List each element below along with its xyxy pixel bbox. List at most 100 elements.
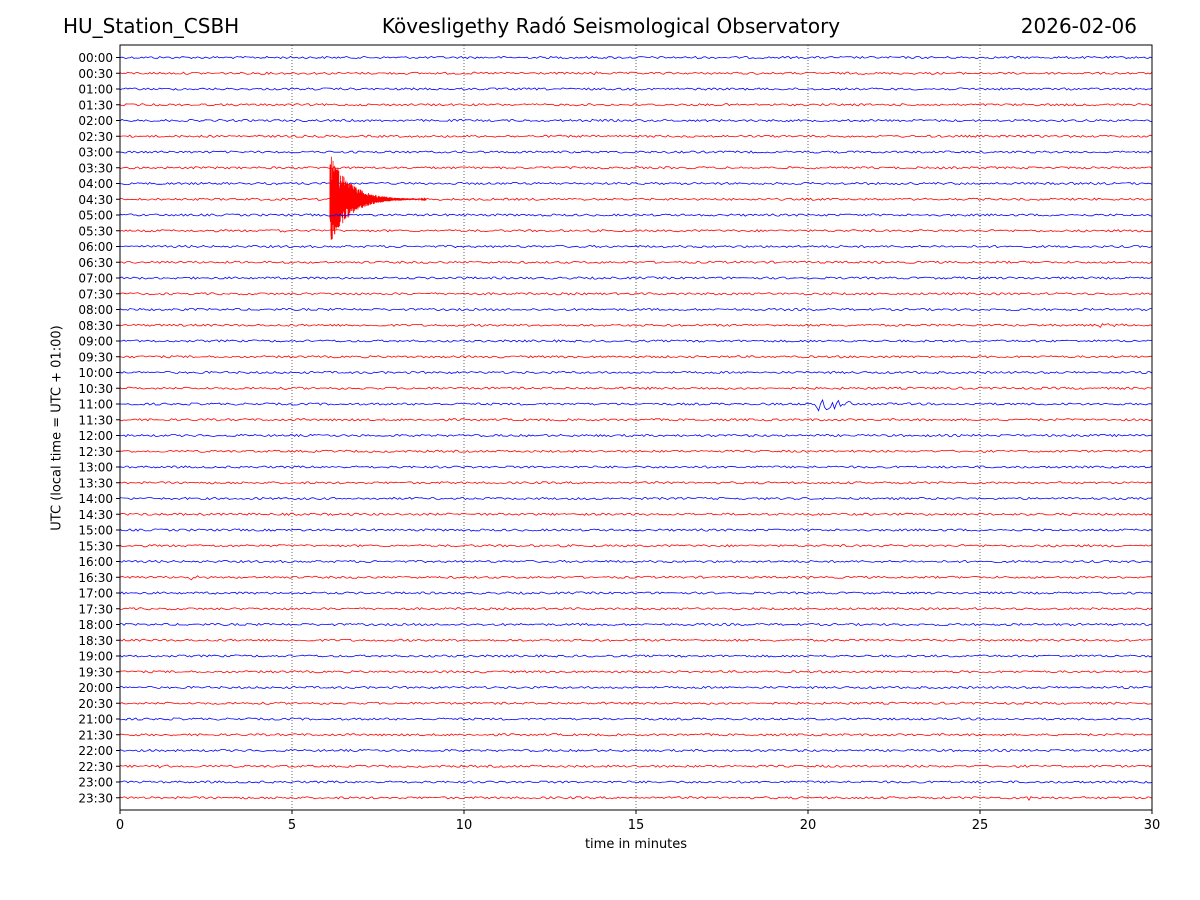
x-tick-label: 30 (1144, 818, 1161, 833)
y-tick-label: 22:30 (78, 760, 113, 774)
trace-line (120, 622, 1153, 627)
x-tick-label: 5 (288, 818, 296, 833)
trace-line (119, 748, 1153, 753)
trace-line (119, 181, 1153, 186)
trace-line (119, 166, 1153, 170)
trace-line (119, 71, 1153, 76)
trace-line (120, 449, 1153, 453)
y-tick-label: 15:30 (78, 539, 113, 553)
y-tick-label: 22:00 (78, 744, 113, 758)
y-tick-label: 20:30 (78, 697, 113, 711)
trace-line (119, 591, 1153, 595)
x-ticks: 0 5 10 15 20 25 30 (116, 810, 1160, 833)
y-tick-label: 05:00 (78, 209, 113, 223)
y-tick-label: 21:30 (78, 728, 113, 742)
trace-line (119, 685, 1153, 690)
grid-lines (291, 45, 981, 810)
trace-line (119, 544, 1153, 548)
chart-title: Kövesligethy Radó Seismological Observat… (381, 14, 841, 38)
trace-line (119, 87, 1153, 91)
y-tick-label: 12:00 (78, 429, 113, 443)
y-tick-label: 18:30 (78, 634, 113, 648)
y-tick-label: 04:00 (78, 177, 113, 191)
y-tick-label: 10:30 (78, 382, 113, 396)
trace-line (119, 103, 1153, 107)
x-tick-label: 20 (800, 818, 817, 833)
trace-line (119, 276, 1153, 280)
trace-line (119, 118, 1153, 123)
y-tick-label: 09:30 (78, 350, 113, 364)
trace-lines (119, 55, 1153, 802)
trace-line (119, 229, 1153, 233)
x-tick-label: 25 (972, 818, 989, 833)
y-tick-label: 19:00 (78, 650, 113, 664)
y-tick-label: 13:30 (78, 476, 113, 490)
y-tick-label: 18:00 (78, 618, 113, 632)
trace-line (119, 575, 1152, 581)
chart-date: 2026-02-06 (1020, 14, 1137, 38)
trace-line (120, 339, 1153, 343)
trace-line (119, 654, 1153, 658)
x-tick-label: 15 (628, 818, 645, 833)
trace-line (119, 670, 1153, 674)
y-tick-label: 19:30 (78, 665, 113, 679)
x-tick-label: 10 (456, 818, 473, 833)
trace-line (119, 197, 1153, 201)
trace-line (119, 244, 1153, 249)
y-tick-label: 12:30 (78, 445, 113, 459)
y-tick-label: 07:00 (78, 272, 113, 286)
event-trace (329, 156, 427, 240)
y-tick-label: 05:30 (78, 224, 113, 238)
trace-line (119, 465, 1153, 469)
y-tick-label: 07:30 (78, 287, 113, 301)
trace-line (119, 260, 1153, 264)
y-tick-label: 06:00 (78, 240, 113, 254)
trace-line (119, 528, 1153, 532)
trace-line (119, 134, 1153, 138)
y-tick-label: 13:00 (78, 461, 113, 475)
trace-line (119, 717, 1153, 721)
trace-line (119, 512, 1153, 516)
y-tick-label: 11:30 (78, 413, 113, 427)
trace-line (119, 796, 1153, 802)
trace-line (119, 323, 1153, 329)
y-tick-label: 16:30 (78, 571, 113, 585)
y-tick-label: 00:30 (78, 67, 113, 81)
y-tick-label: 23:30 (78, 791, 113, 805)
trace-line (119, 701, 1152, 705)
trace-line (119, 496, 1153, 501)
y-tick-label: 01:00 (78, 83, 113, 97)
trace-line (119, 150, 1153, 154)
trace-line (119, 398, 1153, 412)
trace-line (120, 733, 1153, 737)
y-tick-label: 14:00 (78, 492, 113, 506)
trace-line (119, 559, 1153, 564)
y-tick-label: 20:00 (78, 681, 113, 695)
station-name: HU_Station_CSBH (63, 14, 240, 38)
trace-line (119, 307, 1153, 312)
y-tick-label: 17:30 (78, 602, 113, 616)
trace-line (119, 386, 1152, 390)
y-axis-label: UTC (local time = UTC + 01:00) (49, 325, 65, 531)
trace-line (119, 55, 1153, 60)
y-tick-label: 15:00 (78, 524, 113, 538)
trace-line (119, 638, 1153, 642)
y-tick-label: 09:00 (78, 335, 113, 349)
trace-line (119, 418, 1153, 422)
y-tick-label: 17:00 (78, 587, 113, 601)
trace-line (119, 607, 1153, 611)
y-tick-label: 16:00 (78, 555, 113, 569)
trace-line (119, 780, 1153, 784)
y-tick-label: 21:00 (78, 713, 113, 727)
y-tick-label: 03:30 (78, 161, 113, 175)
y-tick-label: 23:00 (78, 776, 113, 790)
y-tick-label: 11:00 (78, 398, 113, 412)
y-tick-label: 08:30 (78, 319, 113, 333)
y-tick-label: 06:30 (78, 256, 113, 270)
y-tick-label: 14:30 (78, 508, 113, 522)
y-tick-label: 00:00 (78, 51, 113, 65)
y-tick-label: 02:00 (78, 114, 113, 128)
trace-line (119, 764, 1153, 769)
